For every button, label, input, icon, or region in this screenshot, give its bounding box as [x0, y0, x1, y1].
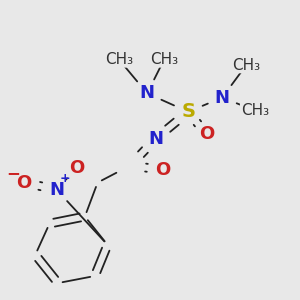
Text: N: N — [215, 88, 230, 106]
Text: −: − — [6, 164, 20, 181]
Text: S: S — [181, 102, 195, 121]
Text: +: + — [60, 172, 70, 185]
Text: N: N — [148, 130, 163, 148]
Text: O: O — [69, 159, 84, 177]
Text: CH₃: CH₃ — [232, 58, 260, 73]
Text: O: O — [199, 125, 214, 143]
Text: O: O — [16, 174, 32, 192]
Text: N: N — [49, 181, 64, 199]
Text: N: N — [140, 84, 155, 102]
Text: CH₃: CH₃ — [105, 52, 133, 67]
Text: O: O — [155, 161, 170, 179]
Text: CH₃: CH₃ — [150, 52, 178, 67]
Text: CH₃: CH₃ — [241, 103, 269, 118]
